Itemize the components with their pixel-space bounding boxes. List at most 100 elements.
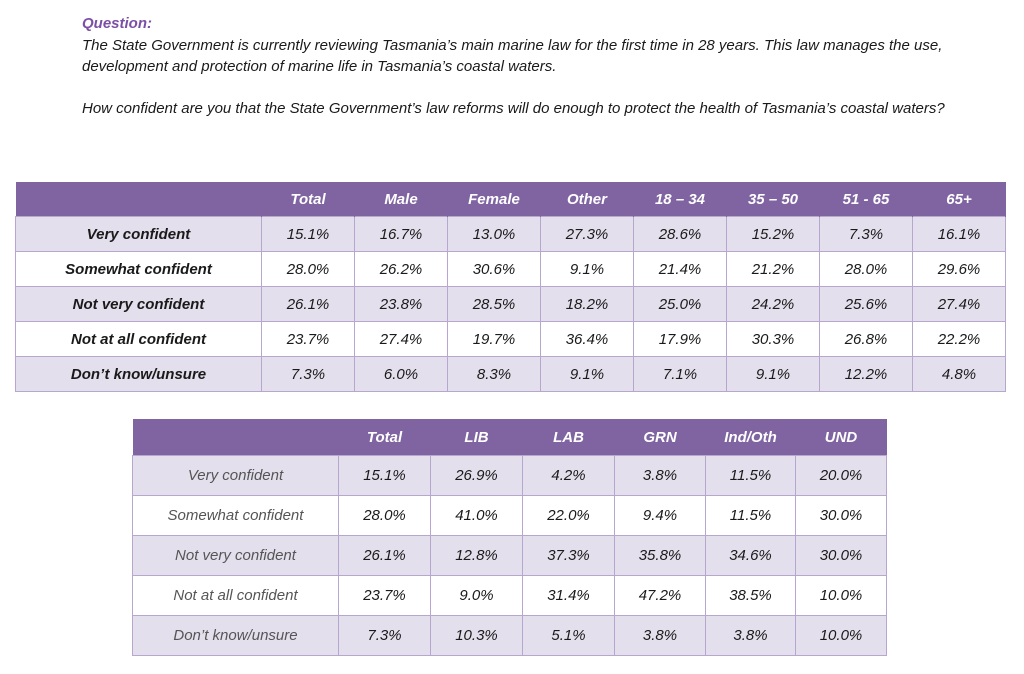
table-cell: 7.3% [261,356,355,392]
row-label: Very confident [132,455,339,496]
table-cell: 26.9% [430,455,523,496]
row-label: Don’t know/unsure [15,356,262,392]
table-cell: 34.6% [705,535,796,576]
table-cell: 21.2% [726,251,820,287]
table-cell: 8.3% [447,356,541,392]
table-cell: 28.6% [633,216,727,252]
table-cell: 11.5% [705,455,796,496]
column-header: LIB [430,419,523,456]
column-header: Ind/Oth [705,419,796,456]
column-header: LAB [522,419,615,456]
table-cell: 9.1% [540,251,634,287]
table-cell: 30.0% [795,535,887,576]
column-header: Male [354,182,448,217]
column-header: GRN [614,419,706,456]
table-row: Not very confident 26.1% 23.8% 28.5% 18.… [15,286,1006,322]
table-row: Don’t know/unsure 7.3% 6.0% 8.3% 9.1% 7.… [15,356,1006,392]
column-header: 51 - 65 [819,182,913,217]
table-cell: 13.0% [447,216,541,252]
question-context: The State Government is currently review… [82,37,943,75]
table-cell: 23.7% [261,321,355,357]
table-cell: 41.0% [430,495,523,536]
table-cell: 6.0% [354,356,448,392]
table-cell: 4.8% [912,356,1006,392]
voting-intention-table: Total LIB LAB GRN Ind/Oth UND Very confi… [132,419,887,656]
table-row: Not at all confident 23.7% 27.4% 19.7% 3… [15,321,1006,357]
table-cell: 27.4% [912,286,1006,322]
table-cell: 9.4% [614,495,706,536]
table-cell: 9.1% [540,356,634,392]
table-cell: 27.4% [354,321,448,357]
table-cell: 38.5% [705,575,796,616]
table-cell: 10.0% [795,615,887,656]
table-row: Don’t know/unsure 7.3% 10.3% 5.1% 3.8% 3… [132,615,887,656]
table-cell: 29.6% [912,251,1006,287]
table-cell: 31.4% [522,575,615,616]
table-cell: 9.1% [726,356,820,392]
row-label: Not at all confident [132,575,339,616]
table-cell: 28.0% [819,251,913,287]
table-cell: 4.2% [522,455,615,496]
column-header: UND [795,419,887,456]
table-cell: 26.1% [261,286,355,322]
row-label: Not very confident [132,535,339,576]
table-cell: 26.8% [819,321,913,357]
column-header: Total [338,419,431,456]
table-header-row: Total Male Female Other 18 – 34 35 – 50 … [15,182,1006,217]
table-cell: 26.1% [338,535,431,576]
column-header [15,182,262,217]
table-cell: 28.0% [261,251,355,287]
row-label: Not very confident [15,286,262,322]
table-cell: 16.1% [912,216,1006,252]
table-cell: 7.1% [633,356,727,392]
table-cell: 15.1% [338,455,431,496]
table-cell: 30.0% [795,495,887,536]
table-cell: 27.3% [540,216,634,252]
table-cell: 35.8% [614,535,706,576]
column-header [132,419,339,456]
table-cell: 26.2% [354,251,448,287]
table-cell: 16.7% [354,216,448,252]
table-cell: 37.3% [522,535,615,576]
table-cell: 25.0% [633,286,727,322]
table-cell: 10.0% [795,575,887,616]
table-header-row: Total LIB LAB GRN Ind/Oth UND [132,419,887,456]
table-cell: 15.2% [726,216,820,252]
table-row: Very confident 15.1% 26.9% 4.2% 3.8% 11.… [132,455,887,496]
table-cell: 25.6% [819,286,913,322]
row-label: Somewhat confident [15,251,262,287]
table-cell: 19.7% [447,321,541,357]
table-cell: 47.2% [614,575,706,616]
table-cell: 7.3% [338,615,431,656]
column-header: Female [447,182,541,217]
table-cell: 28.5% [447,286,541,322]
table-cell: 30.6% [447,251,541,287]
question-label: Question: [82,15,152,32]
table-row: Not at all confident 23.7% 9.0% 31.4% 47… [132,575,887,616]
table-cell: 11.5% [705,495,796,536]
table-cell: 23.8% [354,286,448,322]
column-header: 35 – 50 [726,182,820,217]
column-header: Other [540,182,634,217]
table-cell: 21.4% [633,251,727,287]
row-label: Don’t know/unsure [132,615,339,656]
table-cell: 36.4% [540,321,634,357]
table-cell: 5.1% [522,615,615,656]
table-cell: 3.8% [614,455,706,496]
table-cell: 30.3% [726,321,820,357]
table-cell: 7.3% [819,216,913,252]
table-cell: 15.1% [261,216,355,252]
table-cell: 12.8% [430,535,523,576]
row-label: Somewhat confident [132,495,339,536]
table-cell: 18.2% [540,286,634,322]
table-cell: 9.0% [430,575,523,616]
demographics-table: Total Male Female Other 18 – 34 35 – 50 … [15,182,1006,392]
column-header: 65+ [912,182,1006,217]
table-cell: 28.0% [338,495,431,536]
table-row: Somewhat confident 28.0% 26.2% 30.6% 9.1… [15,251,1006,287]
table-cell: 22.2% [912,321,1006,357]
table-cell: 20.0% [795,455,887,496]
table-cell: 12.2% [819,356,913,392]
question-block: Question: The State Government is curren… [82,14,982,119]
row-label: Not at all confident [15,321,262,357]
